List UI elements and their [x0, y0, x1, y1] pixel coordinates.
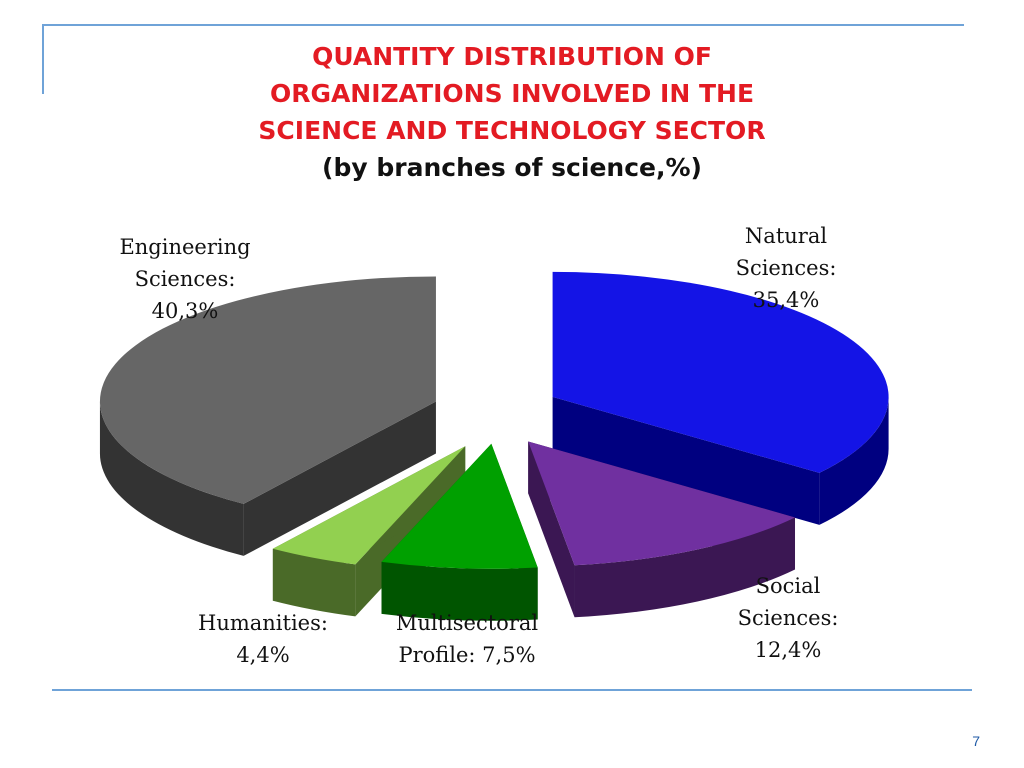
title-line-3: SCIENCE AND TECHNOLOGY SECTOR	[258, 116, 766, 145]
label-natural-line-2: Sciences:	[735, 256, 837, 280]
label-humanities-line-1: Humanities:	[198, 611, 328, 635]
label-natural-sciences: Natural Sciences: 35,4%	[716, 220, 856, 316]
label-natural-line-3: 35,4%	[752, 288, 820, 312]
label-multisectoral-profile: Multisectoral Profile: 7,5%	[382, 607, 552, 671]
slice-natural-sciences	[552, 271, 889, 525]
label-engineering-sciences: Engineering Sciences: 40,3%	[105, 231, 265, 327]
slice-humanities-rim	[272, 548, 356, 617]
chart-subtitle: (by branches of science,%)	[322, 153, 702, 182]
slice-natural-sciences-wall-end	[552, 396, 820, 525]
frame-top-line	[44, 24, 964, 26]
label-humanities-line-2: 4,4%	[236, 643, 290, 667]
frame-bottom-line	[52, 689, 972, 691]
slice-social-sciences	[528, 441, 796, 618]
label-humanities: Humanities: 4,4%	[188, 607, 338, 671]
label-social-line-2: Sciences:	[737, 606, 839, 630]
label-social-line-1: Social	[755, 574, 821, 598]
page-number: 7	[972, 733, 980, 749]
slice-multisectoral-profile	[381, 443, 538, 621]
slice-multisectoral-profile-top	[381, 443, 538, 569]
slice-natural-sciences-top	[552, 271, 889, 473]
title-line-2: ORGANIZATIONS INVOLVED IN THE	[269, 79, 755, 108]
title-line-1: QUANTITY DISTRIBUTION OF	[312, 42, 712, 71]
slice-engineering-sciences-top	[99, 276, 436, 504]
slice-social-sciences-rim	[574, 517, 796, 618]
slice-multisectoral-profile-rim	[381, 561, 538, 621]
slice-humanities-top	[272, 446, 466, 565]
slice-engineering-sciences-wall-start	[243, 401, 436, 556]
label-engineering-line-3: 40,3%	[151, 299, 219, 323]
label-natural-line-1: Natural	[744, 224, 828, 248]
frame-left-line	[42, 24, 44, 94]
label-social-line-3: 12,4%	[754, 638, 822, 662]
label-multisectoral-line-2: Profile: 7,5%	[398, 643, 536, 667]
label-engineering-line-2: Sciences:	[134, 267, 236, 291]
label-social-sciences: Social Sciences: 12,4%	[718, 570, 858, 666]
slice-social-sciences-wall-end	[528, 441, 575, 618]
title-block: QUANTITY DISTRIBUTION OF ORGANIZATIONS I…	[0, 38, 1024, 187]
label-engineering-line-1: Engineering	[119, 235, 251, 259]
slice-engineering-sciences	[99, 276, 436, 556]
slice-social-sciences-top	[528, 441, 796, 566]
label-multisectoral-line-1: Multisectoral	[395, 611, 539, 635]
slice-natural-sciences-rim	[819, 396, 889, 525]
slice-engineering-sciences-rim	[99, 401, 244, 556]
